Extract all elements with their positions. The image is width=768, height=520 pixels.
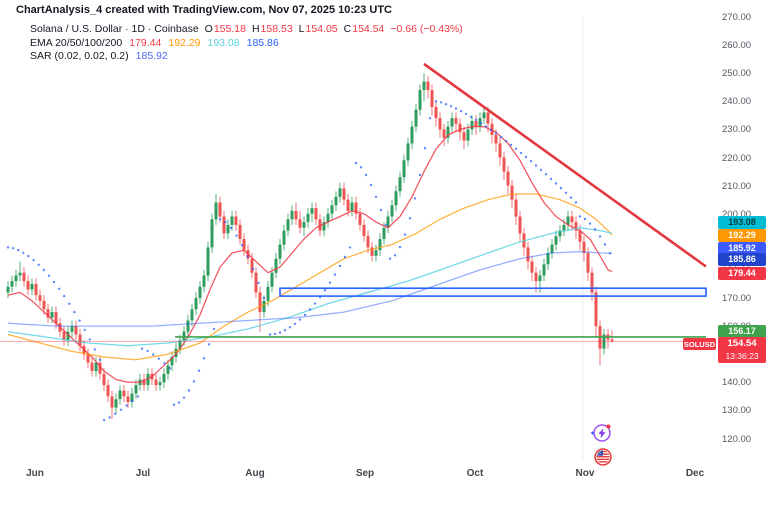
price-tick-label: 130.00 <box>722 405 752 417</box>
price-tick-label: 170.00 <box>722 293 752 304</box>
ema-100-line[interactable] <box>7 227 613 347</box>
ema-value: 192.29 <box>168 36 201 49</box>
chart-legend: Solana / U.S. Dollar · 1D · Coinbase O155… <box>30 23 463 64</box>
price-label-192.29: 192.29 <box>718 228 766 242</box>
price-label-156.17: 156.17 <box>718 324 766 338</box>
ohlc-value: 158.53 <box>260 23 293 35</box>
price-label-185.86: 185.86 <box>718 252 766 266</box>
last-price-label: 154.54 13:36:23 <box>718 337 766 363</box>
ohlc-key: O <box>204 23 213 35</box>
ema-50-line[interactable] <box>7 193 613 361</box>
chart-canvas[interactable] <box>0 0 712 468</box>
price-tick-label: 210.00 <box>722 180 752 192</box>
ema-value: 179.44 <box>129 36 162 49</box>
ohlc-values: O155.18 H158.53 L154.05 C154.54 <box>199 23 385 35</box>
price-label-185.92: 185.92 <box>718 241 766 255</box>
sar-dots[interactable] <box>6 100 612 422</box>
snapshot-title: ChartAnalysis_4 created with TradingView… <box>16 4 392 16</box>
price-label-179.44: 179.44 <box>718 266 766 280</box>
candlestick-series[interactable] <box>6 73 614 419</box>
price-tick-label: 200.00 <box>722 208 752 220</box>
month-label-Jun: Jun <box>26 468 44 479</box>
price-tick-label: 270.00 <box>722 12 752 23</box>
price-axis[interactable]: 270.00 260.00 250.00 240.00 230.00 220.00 210.… <box>710 0 768 462</box>
bar-countdown: 13:36:23 <box>725 351 759 361</box>
event-icon-flash[interactable] <box>591 424 611 442</box>
event-icon-us-flag[interactable] <box>594 448 612 466</box>
price-tick-label: 260.00 <box>722 40 752 52</box>
price-tick-label: 140.00 <box>722 377 752 389</box>
month-label-Jul: Jul <box>135 468 151 479</box>
price-tick-label: 220.00 <box>722 152 752 164</box>
sar-legend-row[interactable]: SAR (0.02, 0.02, 0.2) 185.92 <box>30 50 463 64</box>
price-tick-label: 240.00 <box>722 96 752 108</box>
price-tick-label: 120.00 <box>722 433 752 445</box>
price-label-193.08: 193.08 <box>718 215 766 229</box>
price-tick-label: 250.00 <box>722 68 752 80</box>
ema-value: 185.86 <box>246 36 279 49</box>
month-label-Dec: Dec <box>685 468 705 479</box>
ohlc-key: C <box>343 23 352 35</box>
footer: TradingView <box>0 488 768 520</box>
ohlc-value: 155.18 <box>213 23 246 35</box>
ema-values: 179.44 192.29 193.08 185.86 <box>122 37 279 49</box>
sar-value: 185.92 <box>135 50 168 62</box>
month-label-Sep: Sep <box>355 468 375 479</box>
time-axis[interactable]: Jun Jul Aug Sep Oct Nov Dec <box>0 462 768 488</box>
ema-200-line[interactable] <box>7 250 613 327</box>
price-tick-label: 230.00 <box>722 124 752 136</box>
change-value: −0.66 (−0.43%) <box>390 23 463 35</box>
month-label-Aug: Aug <box>245 468 265 479</box>
sar-values: 185.92 <box>129 50 168 62</box>
trendline-drawing[interactable] <box>423 62 707 268</box>
sar-indicator-name: SAR (0.02, 0.02, 0.2) <box>30 50 129 62</box>
month-label-Oct: Oct <box>466 468 484 479</box>
ohlc-key: H <box>251 23 260 35</box>
ohlc-key: L <box>298 23 305 35</box>
support-zone-rectangle[interactable] <box>279 287 707 297</box>
symbol-legend-row[interactable]: Solana / U.S. Dollar · 1D · Coinbase O155… <box>30 23 463 37</box>
symbol-price-tag: SOLUSD <box>683 338 716 350</box>
ohlc-value: 154.05 <box>305 23 338 35</box>
ema-indicator-name: EMA 20/50/100/200 <box>30 36 123 49</box>
ohlc-value: 154.54 <box>352 23 385 35</box>
symbol-description: Solana / U.S. Dollar · 1D · Coinbase <box>30 23 199 35</box>
month-label-Nov: Nov <box>575 468 595 479</box>
last-price-value: 154.54 <box>727 338 757 349</box>
ema-legend-row[interactable]: EMA 20/50/100/200 179.44 192.29 193.08 185.8… <box>30 37 463 51</box>
ema-20-line[interactable] <box>7 125 613 383</box>
ema-value: 193.08 <box>207 36 240 49</box>
